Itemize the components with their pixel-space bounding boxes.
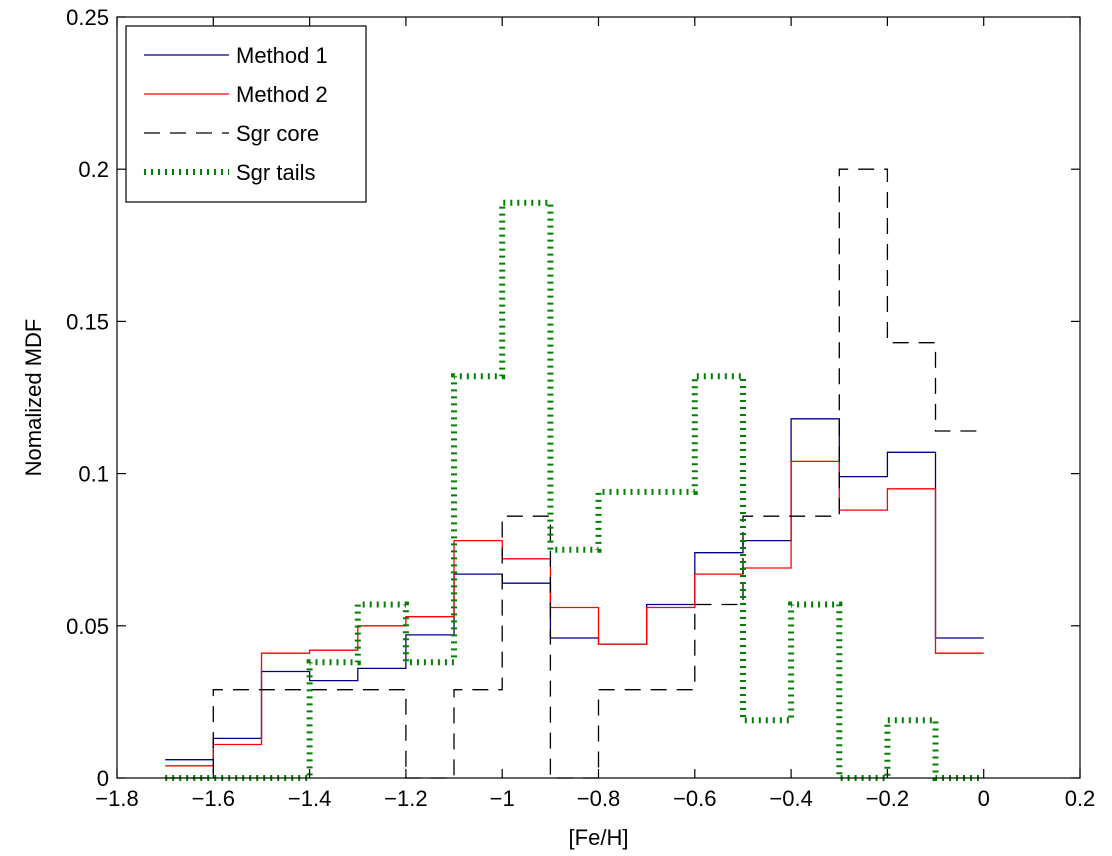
x-tick-label: −1.4	[288, 786, 331, 811]
y-tick-label: 0.25	[66, 5, 109, 30]
x-tick-label: 0.2	[1065, 786, 1096, 811]
y-axis-label: Nomalized MDF	[21, 319, 46, 477]
y-tick-label: 0	[97, 766, 109, 791]
ticks-layer: −1.8 −1.6 −1.4 −1.2 −1 −0.8 −0.6 −0.4 −0.2 0 0.2 0 0…	[66, 5, 1095, 811]
y-tick-label: 0.15	[66, 309, 109, 334]
legend-label-sgr-tails: Sgr tails	[236, 160, 315, 185]
legend: Method 1 Method 2 Sgr core Sgr tails	[125, 25, 367, 203]
x-tick-label: −0.6	[673, 786, 716, 811]
x-tick-label: −0.2	[866, 786, 909, 811]
y-tick-label: 0.05	[66, 614, 109, 639]
x-tick-label: −1.2	[384, 786, 427, 811]
series-sgr-tails-line	[165, 199, 984, 781]
y-tick-label: 0.1	[78, 462, 109, 487]
x-tick-label: −1.6	[192, 786, 235, 811]
legend-label-method-2: Method 2	[236, 82, 328, 107]
x-tick-label: −1.8	[95, 786, 138, 811]
x-tick-label: −0.8	[577, 786, 620, 811]
legend-label-sgr-core: Sgr core	[236, 121, 319, 146]
y-tick-label: 0.2	[78, 157, 109, 182]
x-tick-label: 0	[978, 786, 990, 811]
x-tick-label: −0.4	[769, 786, 812, 811]
legend-label-method-1: Method 1	[236, 43, 328, 68]
x-axis-label: [Fe/H]	[569, 825, 629, 850]
x-tick-label: −1	[490, 786, 515, 811]
